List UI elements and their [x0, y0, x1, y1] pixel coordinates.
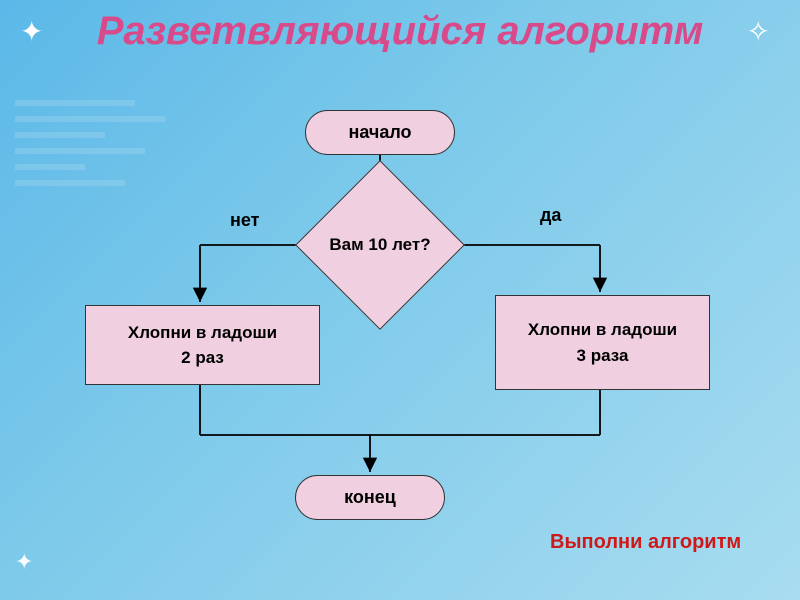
- node-end-label: конец: [344, 487, 396, 508]
- node-start-label: начало: [348, 122, 411, 143]
- instruction-text: Выполни алгоритм: [550, 530, 750, 554]
- node-decision: Вам 10 лет?: [320, 185, 440, 305]
- node-process-yes-line1: Хлопни в ладоши: [528, 317, 677, 343]
- node-process-yes: Хлопни в ладоши 3 раза: [495, 295, 710, 390]
- node-end: конец: [295, 475, 445, 520]
- edge-label-yes: да: [540, 205, 561, 226]
- node-process-no: Хлопни в ладоши 2 раз: [85, 305, 320, 385]
- flowchart-canvas: начало Вам 10 лет? нет да Хлопни в ладош…: [0, 0, 800, 600]
- node-decision-label: Вам 10 лет?: [329, 235, 430, 255]
- node-start: начало: [305, 110, 455, 155]
- node-process-no-line2: 2 раз: [181, 345, 224, 371]
- node-process-no-line1: Хлопни в ладоши: [128, 320, 277, 346]
- edge-label-no: нет: [230, 210, 259, 231]
- node-process-yes-line2: 3 раза: [577, 343, 629, 369]
